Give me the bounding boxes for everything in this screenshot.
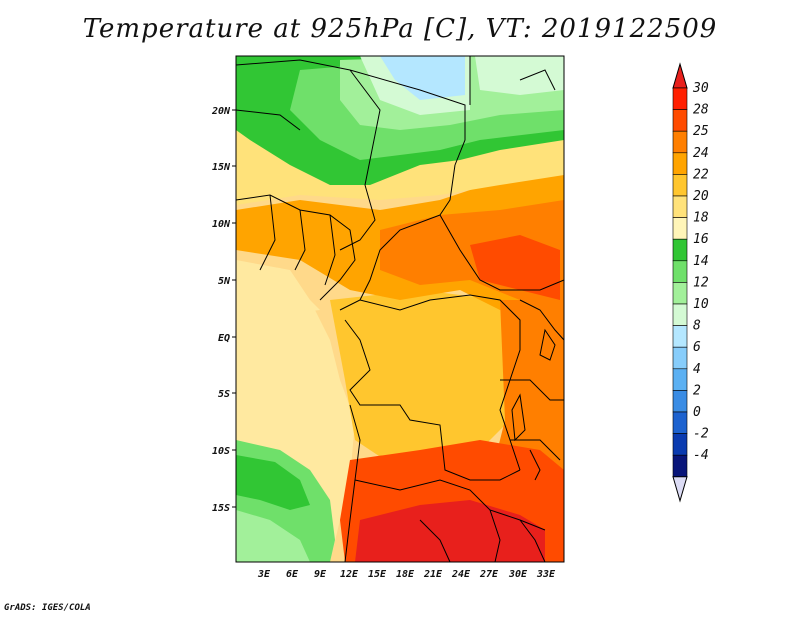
colorbar-label: 2 [693, 383, 701, 398]
northeast-blue [475, 56, 564, 95]
colorbar-label: 20 [693, 189, 709, 204]
colorbar-swatch [672, 238, 688, 262]
colorbar-swatch [672, 260, 688, 283]
lakes [511, 328, 556, 481]
congo-basin-region [330, 290, 520, 470]
colorbar-label: 14 [693, 254, 709, 269]
lon-tick-label: 21E [423, 569, 443, 580]
colorbar-label: 0 [693, 405, 701, 420]
lat-tick-label: EQ [218, 333, 230, 344]
colorbar-label: -2 [693, 427, 709, 442]
colorbar-swatch [672, 325, 688, 348]
colorbar-label: 16 [693, 232, 709, 247]
colorbar-top-arrow [672, 62, 688, 89]
map-title: Temperature at 925hPa [C], VT: 201912250… [82, 14, 718, 44]
colorbar-swatch [672, 109, 688, 132]
credit-text: GrADS: IGES/COLA [4, 603, 91, 613]
colorbar-label: -4 [693, 448, 709, 463]
lon-tick-label: 15E [368, 569, 387, 580]
lat-tick-label: 10N [212, 219, 231, 230]
colorbar-label: 28 [693, 103, 709, 118]
colorbar-label: 30 [692, 81, 709, 96]
map-panel [235, 55, 565, 563]
sahara-light-blue [380, 56, 465, 100]
lon-tick-label: 30E [508, 569, 528, 580]
colorbar-swatch [672, 454, 688, 478]
lon-tick-label: 18E [396, 569, 415, 580]
sudan-red-core [470, 235, 560, 300]
longitude-axis: 3E 6E 9E 12E 15E 18E 21E 24E 27E 30E 33E [257, 569, 556, 580]
colorbar-swatch [672, 282, 688, 305]
colorbar-swatch [672, 174, 688, 197]
colorbar-label: 8 [693, 319, 701, 334]
colorbar-label: 4 [693, 362, 701, 377]
colorbar-swatch [672, 411, 688, 434]
lat-tick-label: 15N [212, 162, 231, 173]
latitude-axis: 20N 15N 10N 5N EQ 5S 10S 15S [211, 106, 236, 514]
colorbar-label: 22 [693, 167, 709, 182]
colorbar-swatch [672, 87, 688, 110]
colorbar-bottom-arrow [672, 476, 688, 503]
lon-tick-label: 3E [257, 569, 271, 580]
colorbar-swatch [672, 152, 688, 175]
lat-tick-label: 5N [218, 276, 231, 287]
colorbar-label: 10 [693, 297, 709, 312]
colorbar-label: 18 [693, 211, 709, 226]
lon-tick-label: 33E [536, 569, 556, 580]
southern-hottest-region [355, 500, 545, 562]
lat-tick-label: 15S [212, 503, 230, 514]
colorbar-swatch [672, 346, 688, 370]
colorbar-swatch [672, 195, 688, 218]
lon-tick-label: 12E [340, 569, 359, 580]
colorbar-swatch [672, 303, 688, 326]
gulf-of-guinea [236, 265, 320, 320]
lon-tick-label: 27E [479, 569, 499, 580]
colorbar-swatch [672, 390, 688, 413]
map-frame [235, 55, 565, 563]
colorbar-label: 6 [693, 340, 701, 355]
colorbar-swatch [672, 130, 688, 154]
colorbar-swatch [672, 217, 688, 240]
lat-tick-label: 5S [218, 389, 230, 400]
colorbar-label: 25 [693, 124, 709, 139]
country-borders [235, 56, 565, 563]
lon-tick-label: 24E [451, 569, 471, 580]
southwest-pale-green [236, 510, 310, 562]
lon-tick-label: 6E [286, 569, 299, 580]
colorbar-swatch [672, 368, 688, 391]
southwest-dark-green [236, 455, 310, 510]
colorbar-label: 24 [693, 146, 709, 161]
colorbar-label: 12 [693, 275, 709, 290]
colorbar-swatch [672, 433, 688, 456]
lon-tick-label: 9E [314, 569, 327, 580]
lat-tick-label: 10S [212, 446, 230, 457]
lat-tick-label: 20N [211, 106, 231, 117]
